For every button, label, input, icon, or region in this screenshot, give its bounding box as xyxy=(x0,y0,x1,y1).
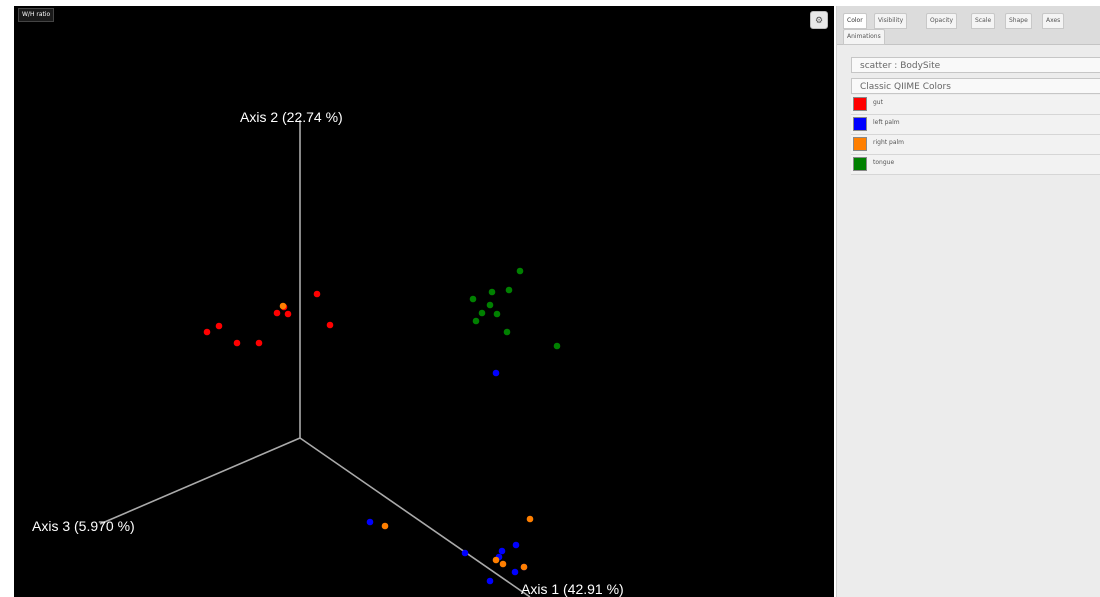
point-tongue-6[interactable] xyxy=(472,317,480,325)
point-tongue-3[interactable] xyxy=(505,286,513,294)
point-tongue-5[interactable] xyxy=(493,310,501,318)
color-label-right-palm: right palm xyxy=(873,139,905,146)
point-left-palm-7[interactable] xyxy=(511,568,519,576)
left-gutter xyxy=(0,0,14,597)
point-gut-8[interactable] xyxy=(326,321,334,329)
category-select[interactable]: scatter : BodySite xyxy=(851,57,1100,73)
panel-divider[interactable] xyxy=(834,0,836,597)
color-label-gut: gut xyxy=(873,99,883,106)
point-gut-2[interactable] xyxy=(233,339,241,347)
list-item: right palm xyxy=(851,135,1100,155)
point-tongue-1[interactable] xyxy=(469,295,477,303)
tab-shape[interactable]: Shape xyxy=(1005,13,1032,29)
tab-animations[interactable]: Animations xyxy=(843,29,885,45)
point-right-palm-1[interactable] xyxy=(381,522,389,530)
list-item: tongue xyxy=(851,155,1100,175)
axis3-line xyxy=(99,437,301,525)
point-right-palm-0[interactable] xyxy=(279,302,287,310)
axis3-label: Axis 3 (5.970 %) xyxy=(32,518,135,534)
tab-scale[interactable]: Scale xyxy=(971,13,996,29)
axis1-line xyxy=(299,437,531,597)
point-tongue-4[interactable] xyxy=(478,309,486,317)
tab-color[interactable]: Color xyxy=(843,13,867,29)
axis1-label: Axis 1 (42.91 %) xyxy=(521,581,624,597)
tab-axes[interactable]: Axes xyxy=(1042,13,1065,29)
color-swatch-right-palm[interactable] xyxy=(853,137,867,151)
point-left-palm-4[interactable] xyxy=(498,547,506,555)
settings-panel: Color Visibility Opacity Scale Shape Axe… xyxy=(836,6,1100,597)
point-gut-6[interactable] xyxy=(284,310,292,318)
point-left-palm-5[interactable] xyxy=(512,541,520,549)
color-label-tongue: tongue xyxy=(873,159,895,166)
color-swatch-gut[interactable] xyxy=(853,97,867,111)
point-tongue-9[interactable] xyxy=(486,301,494,309)
point-tongue-8[interactable] xyxy=(553,342,561,350)
axis2-label: Axis 2 (22.74 %) xyxy=(240,109,343,125)
point-left-palm-6[interactable] xyxy=(486,577,494,585)
tab-opacity[interactable]: Opacity xyxy=(926,13,958,29)
point-gut-3[interactable] xyxy=(255,339,263,347)
view-ratio-badge: W/H ratio xyxy=(18,8,55,22)
emperor-plot-view[interactable]: W/H ratio ⚙ Axis 2 (22.74 %) Axis 3 (5.9… xyxy=(14,6,834,597)
tab-visibility[interactable]: Visibility xyxy=(874,13,908,29)
list-item: left palm xyxy=(851,115,1100,135)
point-gut-0[interactable] xyxy=(203,328,211,336)
point-left-palm-2[interactable] xyxy=(461,549,469,557)
point-right-palm-2[interactable] xyxy=(526,515,534,523)
point-tongue-0[interactable] xyxy=(516,267,524,275)
point-gut-4[interactable] xyxy=(273,309,281,317)
point-gut-1[interactable] xyxy=(215,322,223,330)
panel-tab-bar: Color Visibility Opacity Scale Shape Axe… xyxy=(837,6,1100,45)
point-right-palm-5[interactable] xyxy=(492,556,500,564)
color-swatch-left-palm[interactable] xyxy=(853,117,867,131)
point-gut-7[interactable] xyxy=(313,290,321,298)
colormap-select[interactable]: Classic QIIME Colors xyxy=(851,78,1100,94)
point-tongue-2[interactable] xyxy=(488,288,496,296)
settings-gear-icon[interactable]: ⚙ xyxy=(810,11,828,29)
list-item: gut xyxy=(851,95,1100,115)
color-swatch-tongue[interactable] xyxy=(853,157,867,171)
point-left-palm-0[interactable] xyxy=(492,369,500,377)
color-label-left-palm: left palm xyxy=(873,119,900,126)
point-tongue-7[interactable] xyxy=(503,328,511,336)
scatter-canvas[interactable] xyxy=(14,6,834,597)
point-left-palm-1[interactable] xyxy=(366,518,374,526)
point-right-palm-4[interactable] xyxy=(520,563,528,571)
color-category-list: gut left palm right palm tongue xyxy=(851,95,1100,175)
point-right-palm-3[interactable] xyxy=(499,560,507,568)
